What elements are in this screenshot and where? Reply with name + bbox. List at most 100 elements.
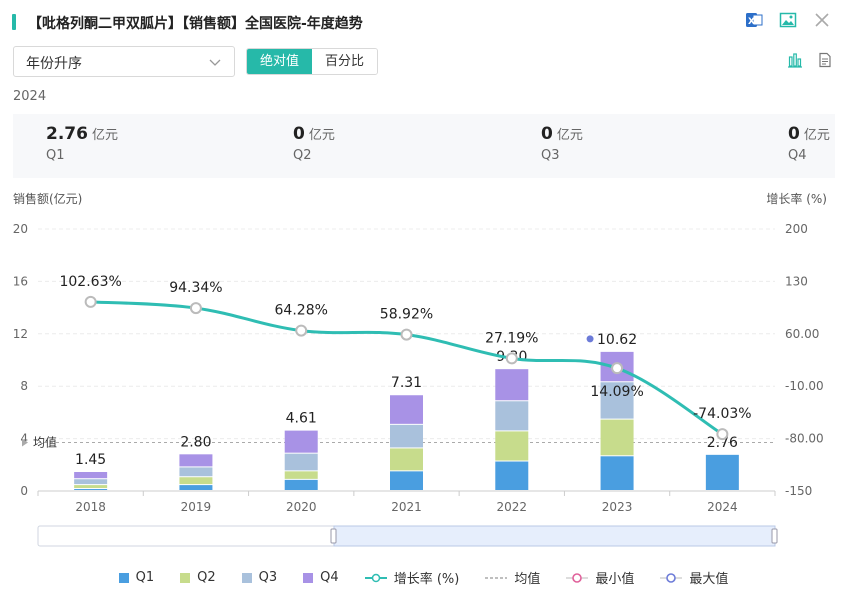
growth-point-2020 bbox=[295, 324, 308, 337]
legend-item-q4[interactable]: Q4 bbox=[303, 568, 339, 587]
bar-q3-2020 bbox=[284, 453, 318, 471]
legend-line-icon bbox=[364, 573, 387, 582]
legend-item-max[interactable]: 最大值 bbox=[660, 568, 728, 587]
x-tick-label: 2022 bbox=[497, 500, 528, 514]
kpi-label: Q2 bbox=[293, 148, 312, 163]
bar-total-label: 2.76 bbox=[707, 435, 738, 451]
y-right-tick-label: 200 bbox=[785, 222, 808, 236]
bar-q1-2021 bbox=[390, 471, 423, 490]
legend-label: Q1 bbox=[135, 570, 155, 585]
kpi-value: 0 bbox=[541, 124, 553, 144]
growth-point-2018 bbox=[84, 295, 97, 308]
bar-q3-2022 bbox=[495, 401, 529, 431]
y-left-tick-label: 0 bbox=[20, 484, 28, 498]
value-mode-toggle: 绝对值 百分比 bbox=[246, 48, 379, 75]
growth-label: 27.19% bbox=[485, 330, 538, 346]
legend-item-q1[interactable]: Q1 bbox=[118, 568, 155, 587]
legend-min-icon bbox=[566, 572, 589, 583]
bar-q2-2021 bbox=[390, 448, 423, 471]
bar-q1-2024 bbox=[705, 454, 739, 490]
growth-point-2022 bbox=[505, 352, 518, 365]
bar-chart-icon[interactable] bbox=[785, 50, 805, 70]
growth-point-2024 bbox=[716, 428, 729, 441]
y-left-tick-label: 8 bbox=[20, 379, 28, 393]
excel-icon[interactable]: X bbox=[744, 10, 764, 30]
y-right-tick-label: 130 bbox=[785, 274, 808, 288]
sales-trend-chart: 0 4 8 12 16 20 -150 -80.00 -10.00 60.00 130 200 2018… bbox=[13, 222, 824, 547]
zoom-handle-right bbox=[771, 528, 778, 544]
data-view-icon[interactable] bbox=[815, 50, 835, 70]
bar-q2-2019 bbox=[179, 477, 213, 485]
y-left-tick-label: 4 bbox=[20, 432, 28, 446]
legend-swatch bbox=[241, 572, 252, 583]
bar-q1-2023 bbox=[600, 456, 634, 490]
bar-q4-2019 bbox=[179, 454, 213, 467]
bar-total-label: 4.61 bbox=[286, 411, 317, 427]
bar-total-label: 2.80 bbox=[180, 434, 211, 450]
legend-item-min[interactable]: 最小值 bbox=[566, 568, 634, 587]
x-tick-label: 2023 bbox=[602, 500, 633, 514]
chart-title: 【吡格列酮二甲双胍片】【销售额】全国医院-年度趋势 bbox=[28, 16, 363, 32]
legend-item-q2[interactable]: Q2 bbox=[180, 568, 216, 587]
x-tick-label: 2021 bbox=[391, 500, 422, 514]
absolute-value-tab[interactable]: 绝对值 bbox=[247, 49, 313, 74]
average-marker bbox=[22, 438, 28, 447]
legend-item-average[interactable]: 均值 bbox=[485, 568, 540, 587]
legend-label: 最大值 bbox=[689, 572, 729, 587]
kpi-unit: 亿元 bbox=[91, 128, 118, 143]
y-left-tick-label: 20 bbox=[13, 222, 28, 236]
image-icon[interactable] bbox=[778, 10, 798, 30]
kpi-q2: 0 亿元 Q2 bbox=[293, 124, 335, 163]
y-right-tick-label: -150 bbox=[785, 484, 812, 498]
y-axis-right-title: 增长率 (%) bbox=[766, 192, 827, 206]
title-toolbar: X bbox=[744, 10, 832, 30]
growth-point-2023 bbox=[611, 362, 624, 375]
average-label: 均值 bbox=[33, 435, 57, 450]
x-tick-label: 2019 bbox=[181, 500, 212, 514]
y-right-tick-label: -80.00 bbox=[785, 432, 824, 446]
svg-text:X: X bbox=[748, 17, 755, 27]
bar-q1-2019 bbox=[179, 485, 213, 490]
y-right-tick-label: -10.00 bbox=[785, 379, 824, 393]
kpi-label: Q3 bbox=[541, 148, 560, 163]
y-left-tick-label: 16 bbox=[13, 274, 28, 288]
bar-q3-2023 bbox=[600, 382, 634, 419]
y-left-tick-label: 12 bbox=[13, 327, 28, 341]
kpi-unit: 亿元 bbox=[556, 128, 583, 143]
view-toolbar bbox=[785, 50, 835, 70]
bar-total-label: 7.31 bbox=[391, 375, 422, 391]
legend-max-icon bbox=[660, 572, 683, 583]
kpi-q4: 0 亿元 Q4 bbox=[788, 124, 830, 163]
bar-q4-2018 bbox=[74, 472, 108, 479]
title-bar: 【吡格列酮二甲双胍片】【销售额】全国医院-年度趋势 X bbox=[12, 10, 832, 36]
bar-q3-2019 bbox=[179, 467, 213, 477]
legend-item-q3[interactable]: Q3 bbox=[241, 568, 278, 587]
legend-label: Q4 bbox=[320, 570, 339, 585]
chevron-down-icon bbox=[208, 54, 222, 73]
legend-dashed-icon bbox=[485, 576, 508, 579]
growth-label: 64.28% bbox=[275, 303, 328, 319]
sort-dropdown[interactable]: 年份升序 bbox=[13, 46, 235, 77]
bar-q4-2021 bbox=[390, 395, 423, 424]
legend-item-growth[interactable]: 增长率 (%) bbox=[364, 568, 459, 587]
growth-label: -74.03% bbox=[693, 406, 751, 422]
close-icon[interactable] bbox=[812, 10, 832, 30]
zoom-selected-range bbox=[333, 525, 776, 547]
bar-q2-2022 bbox=[495, 431, 529, 461]
zoom-handle-left bbox=[330, 528, 337, 544]
chart-legend: Q1 Q2 Q3 Q4 增长率 (%) 均值 最小值 最大值 bbox=[0, 568, 847, 587]
kpi-q3: 0 亿元 Q3 bbox=[541, 124, 583, 163]
growth-label: 94.34% bbox=[169, 280, 222, 296]
percentage-tab[interactable]: 百分比 bbox=[312, 49, 378, 74]
bar-q2-2023 bbox=[600, 419, 634, 456]
bar-total-label: 1.45 bbox=[75, 452, 106, 468]
legend-label: Q3 bbox=[258, 570, 278, 585]
title-accent-bar bbox=[12, 14, 16, 30]
legend-label: 均值 bbox=[514, 572, 541, 587]
growth-label: 58.92% bbox=[380, 307, 433, 323]
bar-total-label: 10.62 bbox=[597, 332, 637, 348]
growth-point-2019 bbox=[189, 302, 202, 315]
bar-q2-2020 bbox=[284, 471, 318, 479]
kpi-value: 0 bbox=[788, 124, 800, 144]
kpi-summary: 2.76 亿元 Q1 0 亿元 Q2 0 亿元 Q3 0 亿元 Q4 bbox=[13, 114, 835, 178]
